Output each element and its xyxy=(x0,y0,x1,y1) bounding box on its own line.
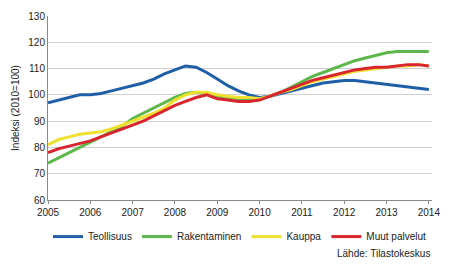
svg-text:Kauppa: Kauppa xyxy=(286,231,321,242)
svg-text:60: 60 xyxy=(34,195,46,206)
svg-text:100: 100 xyxy=(28,89,45,100)
svg-text:2013: 2013 xyxy=(375,207,398,218)
svg-text:2014: 2014 xyxy=(418,207,441,218)
svg-text:2006: 2006 xyxy=(79,207,102,218)
svg-text:70: 70 xyxy=(34,168,46,179)
svg-text:2005: 2005 xyxy=(37,207,60,218)
svg-text:2010: 2010 xyxy=(248,207,271,218)
svg-text:Muut palvelut: Muut palvelut xyxy=(366,231,426,242)
svg-text:Lähde: Tilastokeskus: Lähde: Tilastokeskus xyxy=(337,248,430,259)
svg-text:2012: 2012 xyxy=(333,207,356,218)
svg-text:120: 120 xyxy=(28,37,45,48)
svg-text:130: 130 xyxy=(28,11,45,22)
svg-text:Teollisuus: Teollisuus xyxy=(88,231,132,242)
svg-text:2009: 2009 xyxy=(206,207,229,218)
svg-text:Rakentaminen: Rakentaminen xyxy=(177,231,241,242)
svg-text:2007: 2007 xyxy=(122,207,145,218)
svg-text:2008: 2008 xyxy=(164,207,187,218)
svg-text:Indeksi (2010=100): Indeksi (2010=100) xyxy=(10,65,21,151)
svg-text:80: 80 xyxy=(34,142,46,153)
svg-text:110: 110 xyxy=(29,63,45,74)
svg-text:90: 90 xyxy=(34,116,46,127)
svg-text:2011: 2011 xyxy=(291,207,313,218)
